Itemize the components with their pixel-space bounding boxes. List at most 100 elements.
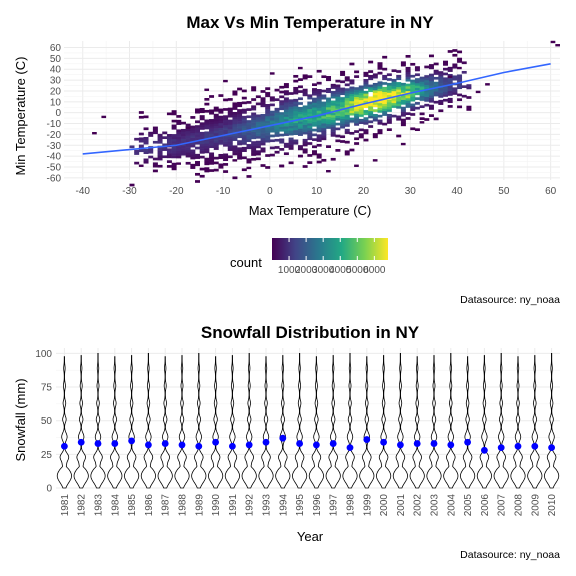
heat-cell — [349, 62, 355, 66]
heat-cell — [461, 70, 467, 74]
heat-cell — [185, 138, 191, 141]
heat-cell — [288, 116, 294, 119]
heat-cell — [391, 81, 397, 84]
heat-cell — [241, 118, 247, 121]
legend-tick-label: 6000 — [363, 265, 386, 276]
heat-cell — [288, 137, 294, 141]
heat-cell — [443, 94, 448, 97]
heat-cell — [265, 127, 271, 131]
heat-cell — [218, 132, 224, 136]
heat-cell — [330, 102, 336, 106]
heat-cell — [382, 122, 388, 126]
median-point — [346, 444, 354, 452]
heat-cell — [138, 111, 144, 114]
heat-cell — [232, 90, 238, 94]
heat-cell — [321, 101, 327, 105]
y-tick-label: 100 — [35, 349, 52, 360]
heat-cell — [358, 87, 364, 91]
heat-cell — [204, 88, 210, 91]
heat-cell — [414, 87, 420, 91]
heat-cell — [246, 101, 252, 104]
heat-cell — [157, 157, 163, 161]
median-point — [413, 440, 421, 447]
heat-cell — [288, 111, 294, 114]
heat-cell — [218, 118, 224, 121]
heat-cell — [157, 155, 163, 159]
heat-cell — [457, 57, 463, 61]
heat-cell — [321, 120, 327, 124]
heat-cell — [283, 92, 289, 96]
heat-cell — [424, 75, 430, 78]
heat-cell — [297, 145, 303, 148]
temperature-chart: Max Vs Min Temperature in NY -40 -30 -20 -1… — [13, 13, 560, 306]
heat-cell — [279, 85, 285, 89]
heat-cell — [223, 170, 229, 173]
heat-cell — [152, 164, 158, 168]
heat-cell — [209, 142, 215, 146]
heat-cell — [274, 107, 280, 111]
heat-cell — [269, 122, 275, 126]
heat-cell — [344, 102, 350, 106]
heat-cell — [260, 135, 266, 139]
heat-cell — [372, 116, 378, 120]
violin — [476, 355, 492, 489]
heat-cell — [138, 137, 144, 141]
heat-cell — [204, 136, 210, 139]
violin — [157, 356, 173, 489]
heat-cell — [396, 74, 402, 78]
heat-cell — [354, 123, 360, 126]
heat-cell — [443, 86, 448, 90]
heat-cell — [316, 124, 322, 128]
heat-cell — [340, 121, 346, 124]
heat-cell — [326, 99, 332, 103]
heat-cell — [148, 134, 154, 137]
heat-cell — [166, 148, 172, 152]
heat-cell — [227, 133, 233, 137]
heat-cell — [166, 150, 172, 154]
heat-cell — [447, 66, 453, 70]
heat-cell — [251, 112, 257, 116]
heat-cell — [419, 79, 425, 82]
heat-cell — [419, 93, 425, 97]
heat-cell — [204, 138, 210, 142]
x-tick-label: -40 — [75, 186, 90, 197]
heat-cell — [438, 87, 444, 91]
heat-cell — [269, 139, 275, 143]
heat-cell — [400, 63, 406, 67]
heat-cell — [443, 77, 448, 81]
heat-cell — [190, 132, 196, 136]
heat-cell — [433, 76, 439, 80]
heat-cell — [199, 136, 205, 140]
heat-cell — [232, 128, 238, 132]
heat-cell — [232, 126, 238, 129]
heat-cell — [447, 75, 453, 78]
heat-cell — [232, 111, 238, 115]
heat-cell — [204, 133, 210, 137]
heat-cell — [316, 96, 322, 99]
heat-cell — [405, 102, 411, 106]
heat-cell — [297, 121, 303, 124]
heat-cell — [241, 134, 247, 138]
heat-cell — [246, 175, 252, 178]
heat-cell — [438, 102, 444, 105]
heat-cell — [199, 143, 205, 147]
heat-cell — [377, 95, 383, 99]
heat-cell — [377, 121, 383, 125]
heat-cell — [302, 110, 308, 113]
heat-cell — [204, 157, 210, 161]
heat-cell — [227, 145, 233, 149]
violin — [124, 355, 140, 489]
x-tick-label: -30 — [122, 186, 137, 197]
heat-cell — [447, 105, 453, 108]
heat-cell — [251, 86, 257, 89]
heat-cell — [157, 148, 163, 151]
heat-cell — [326, 107, 332, 110]
heat-cell — [166, 141, 172, 144]
heat-cell — [424, 82, 430, 86]
heat-cell — [443, 60, 448, 64]
heat-cell — [377, 67, 383, 70]
heat-cell — [255, 95, 261, 99]
heat-cell — [162, 143, 168, 147]
heat-cell — [237, 118, 243, 122]
heat-cell — [452, 77, 458, 81]
